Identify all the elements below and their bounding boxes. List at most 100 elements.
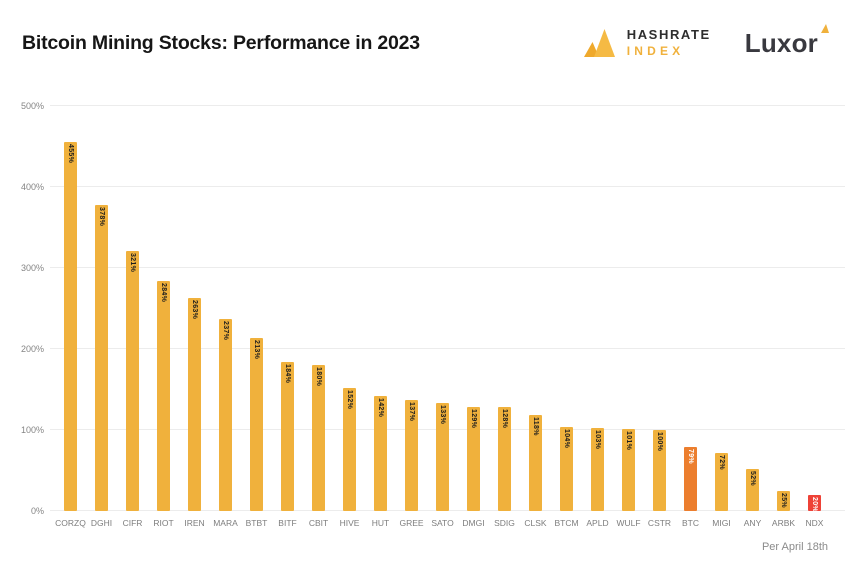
bar-value-label: 25% bbox=[780, 492, 787, 508]
x-axis-tick-label: SDIG bbox=[494, 518, 515, 528]
bar-value-label: 100% bbox=[656, 432, 663, 452]
hashrate-label: HASHRATE bbox=[626, 27, 711, 43]
bar-value-label: 133% bbox=[439, 405, 446, 425]
bar-value-label: 118% bbox=[532, 417, 539, 437]
bar-arbk: 25% ARBK bbox=[772, 490, 795, 528]
x-axis-tick-label: ANY bbox=[743, 518, 762, 528]
bar-btc: 79% BTC bbox=[682, 447, 699, 528]
bar-value-label: 52% bbox=[749, 470, 756, 486]
bar-value-label: 101% bbox=[625, 431, 632, 451]
x-axis-tick-label: MARA bbox=[213, 518, 238, 528]
bar-value-label: 237% bbox=[222, 321, 229, 341]
bar-iren: 263% IREN bbox=[184, 297, 205, 528]
y-axis-tick-label: 500% bbox=[20, 101, 44, 111]
x-axis-tick-label: IREN bbox=[184, 518, 205, 528]
x-axis-tick-label: CORZQ bbox=[55, 518, 86, 528]
bar-value-label: 142% bbox=[377, 397, 384, 418]
x-axis-tick-label: HIVE bbox=[339, 518, 360, 528]
bar-hut: 142% HUT bbox=[372, 395, 389, 528]
x-axis-tick-label: DGHI bbox=[90, 518, 113, 528]
x-axis-tick-label: WULF bbox=[616, 518, 641, 528]
x-axis-tick-label: BTCM bbox=[554, 518, 579, 528]
bar-sato: 133% SATO bbox=[431, 403, 454, 528]
x-axis-tick-label: MIGI bbox=[712, 518, 731, 528]
bar-value-label: 152% bbox=[346, 389, 353, 409]
bar-bitf: 184% BITF bbox=[278, 361, 297, 528]
hashrate-index-logo: HASHRATE INDEX bbox=[582, 26, 711, 60]
bar-value-label: 129% bbox=[470, 408, 477, 428]
bar-wulf: 101% WULF bbox=[616, 429, 641, 528]
bar-sdig: 128% SDIG bbox=[494, 407, 515, 528]
performance-bar-chart: 0% 100% 200% 300% 400% 500% 455% CORZQ 378% DGHI… bbox=[21, 101, 845, 528]
bar-value-label: 378% bbox=[98, 206, 105, 226]
bar-value-label: 128% bbox=[501, 409, 508, 429]
y-axis-tick-label: 400% bbox=[20, 182, 44, 192]
bar-cstr: 100% CSTR bbox=[648, 430, 671, 528]
bar-corzq: 455% CORZQ bbox=[55, 142, 86, 528]
bar-gree: 137% GREE bbox=[399, 400, 424, 528]
x-axis-tick-label: GREE bbox=[399, 518, 424, 528]
header: Bitcoin Mining Stocks: Performance in 20… bbox=[22, 24, 829, 60]
x-axis-tick-label: NDX bbox=[805, 518, 824, 528]
bar-clsk: 118% CLSK bbox=[524, 415, 547, 528]
luxor-triangle-icon bbox=[821, 24, 829, 33]
x-axis-tick-label: BTBT bbox=[245, 518, 268, 528]
x-axis-tick-label: CIFR bbox=[122, 518, 143, 528]
bar-value-label: 137% bbox=[408, 402, 415, 422]
bar-value-label: 79% bbox=[687, 449, 694, 464]
y-axis-tick-label: 100% bbox=[20, 425, 44, 435]
date-footnote: Per April 18th bbox=[761, 541, 828, 553]
bar-cbit: 180% CBIT bbox=[309, 365, 328, 528]
bar-value-label: 72% bbox=[718, 454, 725, 470]
luxor-logo: Luxor bbox=[744, 24, 829, 58]
x-axis-tick-label: HUT bbox=[371, 518, 390, 528]
bar-btcm: 104% BTCM bbox=[554, 426, 579, 528]
bar-riot: 284% RIOT bbox=[153, 280, 174, 528]
bar-hive: 152% HIVE bbox=[340, 387, 359, 528]
x-axis-tick-label: BTC bbox=[682, 518, 699, 528]
bar-ndx: 20% NDX bbox=[806, 494, 823, 528]
hashrate-index-wordmark: HASHRATE INDEX bbox=[627, 27, 711, 58]
gridline bbox=[50, 348, 845, 349]
bars-container: 455% CORZQ 378% DGHI 321% CIFR 284% RIOT 263% IRE… bbox=[55, 106, 823, 528]
x-axis-tick-label: CLSK bbox=[524, 518, 547, 528]
bar-value-label: 455% bbox=[67, 144, 74, 164]
bar-value-label: 213% bbox=[253, 340, 260, 360]
x-axis-tick-label: RIOT bbox=[153, 518, 174, 528]
bar-dmgi: 129% DMGI bbox=[462, 406, 485, 528]
index-label: INDEX bbox=[626, 43, 685, 58]
gridline bbox=[50, 105, 845, 106]
gridline bbox=[50, 186, 845, 187]
luxor-wordmark: Luxor bbox=[744, 28, 818, 58]
x-axis-tick-label: CBIT bbox=[308, 518, 329, 528]
y-axis-tick-label: 300% bbox=[20, 263, 44, 273]
bar-dghi: 378% DGHI bbox=[91, 204, 112, 528]
x-axis-tick-label: ARBK bbox=[771, 518, 796, 528]
x-axis-tick-label: DMGI bbox=[462, 518, 485, 528]
bar-value-label: 184% bbox=[284, 363, 291, 384]
bar-cifr: 321% CIFR bbox=[123, 251, 142, 528]
bar-value-label: 321% bbox=[129, 253, 136, 273]
bar-apld: 103% APLD bbox=[586, 427, 609, 528]
bar-value-label: 104% bbox=[563, 428, 570, 448]
x-axis-tick-label: BITF bbox=[278, 518, 297, 528]
x-axis-tick-label: SATO bbox=[431, 518, 454, 528]
bar-value-label: 103% bbox=[594, 429, 601, 449]
bar-value-label: 263% bbox=[191, 299, 198, 320]
bar-value-label: 284% bbox=[160, 282, 167, 303]
bar-any: 52% ANY bbox=[744, 468, 761, 528]
bar-migi: 72% MIGI bbox=[712, 452, 731, 528]
y-axis-tick-label: 200% bbox=[20, 344, 44, 354]
page-title: Bitcoin Mining Stocks: Performance in 20… bbox=[22, 31, 420, 54]
logos: HASHRATE INDEX Luxor bbox=[582, 24, 829, 60]
bar-btbt: 213% BTBT bbox=[246, 338, 267, 528]
bar-value-label: 20% bbox=[811, 496, 818, 512]
bar-mara: 237% MARA bbox=[213, 319, 238, 528]
x-axis-tick-label: CSTR bbox=[647, 518, 672, 528]
x-axis-tick-label: APLD bbox=[586, 518, 609, 528]
gridline bbox=[50, 267, 845, 268]
bar-value-label: 180% bbox=[315, 367, 322, 387]
y-axis-tick-label: 0% bbox=[30, 506, 44, 516]
hashrate-index-mountains-icon bbox=[583, 29, 615, 57]
